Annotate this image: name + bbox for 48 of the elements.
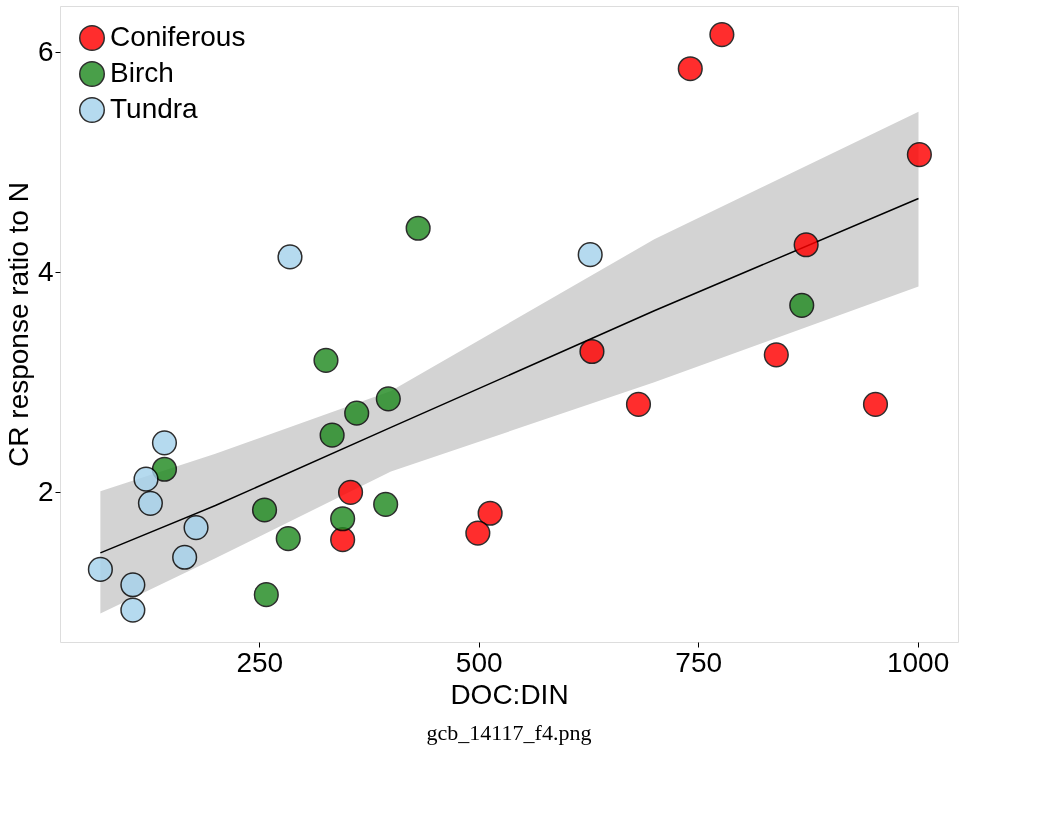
point: [151, 430, 178, 456]
line-series: [99, 197, 920, 554]
point: [172, 544, 198, 570]
x-axis-title: DOC:DIN: [450, 678, 569, 710]
point: [793, 232, 819, 258]
y-tick-label: 4: [37, 255, 54, 287]
point: [137, 490, 163, 516]
point: [373, 491, 399, 518]
point: [789, 292, 815, 318]
point: [405, 215, 431, 241]
point: [133, 466, 159, 492]
x-tick-label: 250: [236, 646, 284, 678]
point: [251, 497, 278, 523]
point: [709, 22, 735, 48]
point: [313, 347, 339, 373]
point: [577, 242, 603, 268]
text: gcb_14117_f4.png: [426, 720, 592, 745]
point: [253, 582, 279, 608]
point: [151, 456, 178, 482]
point: [344, 400, 370, 426]
point: [625, 391, 652, 417]
point: [862, 391, 889, 417]
y-tick-label: 6: [37, 35, 54, 67]
point: [120, 597, 146, 623]
point: [277, 244, 303, 270]
y-axis-title: CR response ratio to N: [2, 182, 34, 467]
point: [330, 527, 356, 553]
point: [763, 342, 789, 368]
legend-label: Birch: [110, 57, 174, 88]
point: [465, 520, 491, 546]
legend-label: Coniferous: [110, 21, 246, 52]
point: [579, 338, 605, 365]
x-tick-label: 500: [455, 646, 503, 678]
y-tick-label: 2: [37, 475, 54, 507]
point: [330, 506, 356, 532]
point: [183, 515, 209, 541]
point: [906, 141, 932, 168]
x-tick-label: 750: [675, 646, 723, 678]
x-tick-label: 1000: [886, 646, 950, 678]
point: [477, 500, 503, 526]
point: [337, 479, 364, 505]
point: [375, 386, 401, 412]
point: [120, 572, 146, 598]
legend-label: Tundra: [110, 93, 199, 124]
point: [319, 422, 345, 448]
point: [275, 526, 301, 552]
point: [87, 556, 113, 582]
point: [677, 56, 703, 82]
